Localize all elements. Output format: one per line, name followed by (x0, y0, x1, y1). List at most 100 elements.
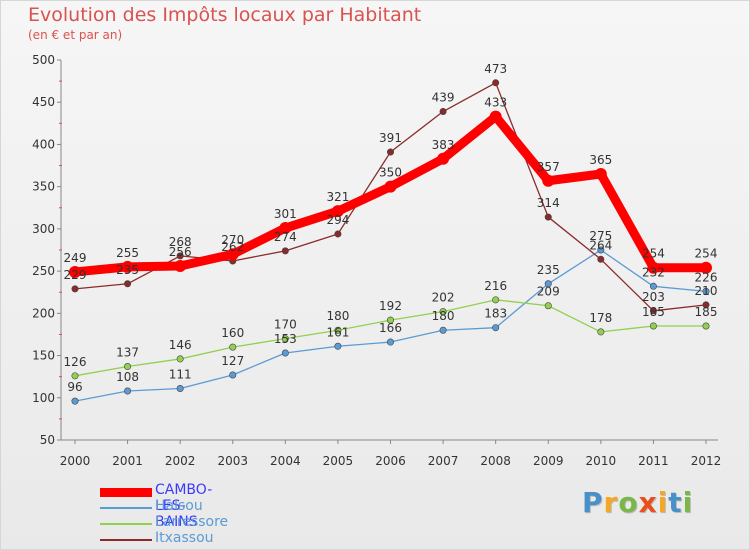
data-label: 232 (642, 265, 665, 279)
data-point (597, 328, 605, 336)
data-label: 270 (221, 233, 244, 247)
legend-swatch (100, 488, 152, 497)
data-label: 229 (64, 268, 87, 282)
data-label: 235 (116, 263, 139, 277)
proxiti-logo: Proxiti (582, 486, 693, 519)
legend-swatch (100, 507, 152, 509)
data-point (594, 168, 607, 180)
chart-subtitle: (en € et par an) (28, 28, 123, 42)
x-tick-label: 2002 (165, 454, 196, 468)
x-tick-label: 2009 (533, 454, 564, 468)
data-point (489, 110, 502, 123)
data-label: 153 (274, 332, 297, 346)
data-point (492, 79, 500, 87)
legend-label: Halsou (155, 498, 203, 514)
data-label: 216 (484, 279, 507, 293)
x-tick-label: 2005 (323, 454, 354, 468)
data-label: 256 (169, 245, 192, 259)
data-point (702, 322, 710, 330)
data-point (124, 363, 132, 371)
data-point (176, 355, 184, 363)
logo-letter: P (582, 486, 604, 519)
data-point (647, 261, 660, 274)
x-tick-label: 2000 (60, 454, 91, 468)
y-tick-label: 150 (32, 349, 55, 363)
y-tick-label: 250 (32, 264, 55, 278)
data-point (176, 384, 184, 392)
data-point (649, 307, 657, 315)
data-label: 146 (169, 338, 192, 352)
data-point (439, 326, 447, 334)
y-tick-label: 300 (32, 222, 55, 236)
y-tick-label: 200 (32, 306, 55, 320)
data-point (439, 108, 447, 116)
data-label: 264 (589, 238, 612, 252)
legend-label: Itxassou (155, 530, 214, 546)
data-point (384, 180, 397, 193)
data-point (71, 372, 79, 380)
logo-letter: o (618, 486, 639, 519)
data-label: 178 (589, 311, 612, 325)
data-label: 203 (642, 290, 665, 304)
data-label: 111 (169, 367, 192, 381)
data-label: 365 (589, 153, 612, 167)
data-label: 209 (537, 285, 560, 299)
data-label: 321 (326, 190, 349, 204)
data-label: 161 (326, 325, 349, 339)
data-label: 210 (695, 284, 718, 298)
y-tick-label: 500 (32, 53, 55, 67)
data-point (386, 338, 394, 346)
data-point (229, 371, 237, 379)
data-label: 314 (537, 196, 560, 210)
data-point (439, 308, 447, 316)
x-tick-label: 2004 (270, 454, 301, 468)
data-point (544, 213, 552, 221)
x-tick-label: 2006 (375, 454, 406, 468)
data-label: 108 (116, 370, 139, 384)
data-label: 473 (484, 62, 507, 76)
data-point (386, 148, 394, 156)
data-label: 137 (116, 346, 139, 360)
legend-swatch (100, 539, 152, 541)
data-label: 262 (221, 240, 244, 254)
logo-letter: t (668, 486, 683, 519)
data-point (542, 174, 555, 187)
data-point (281, 335, 289, 343)
data-label: 294 (326, 213, 349, 227)
data-point (597, 246, 605, 254)
data-point (702, 287, 710, 295)
y-tick-label: 50 (40, 433, 55, 447)
data-label: 202 (432, 291, 455, 305)
data-label: 254 (695, 247, 718, 261)
data-point (229, 343, 237, 351)
data-label: 180 (432, 309, 455, 323)
data-point (226, 248, 239, 261)
data-label: 183 (484, 307, 507, 321)
data-label: 357 (537, 160, 560, 174)
x-tick-label: 2007 (428, 454, 459, 468)
data-point (597, 255, 605, 263)
data-label: 127 (221, 354, 244, 368)
data-point (69, 265, 81, 278)
data-label: 254 (642, 247, 665, 261)
data-point (544, 302, 552, 310)
data-label: 383 (432, 138, 455, 152)
data-label: 226 (695, 270, 718, 284)
x-tick-label: 2012 (691, 454, 722, 468)
data-point (700, 261, 712, 274)
data-point (281, 349, 289, 357)
data-label: 255 (116, 246, 139, 260)
data-point (334, 342, 342, 350)
data-label: 180 (326, 309, 349, 323)
data-point (71, 285, 79, 293)
data-point (176, 252, 184, 260)
y-tick-label: 450 (32, 95, 55, 109)
x-tick-label: 2010 (586, 454, 617, 468)
data-label: 126 (64, 355, 87, 369)
data-label: 185 (695, 305, 718, 319)
data-label: 433 (484, 96, 507, 110)
data-point (281, 247, 289, 255)
data-point (124, 280, 132, 288)
logo-letter: i (657, 486, 669, 519)
